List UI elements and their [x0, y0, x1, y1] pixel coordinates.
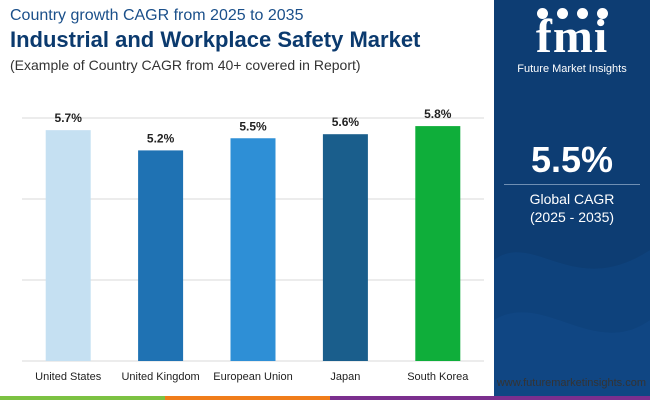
data-label: 5.7%	[55, 111, 83, 125]
data-label: 5.5%	[239, 119, 267, 133]
bar	[138, 150, 184, 361]
logo-text: Future Market Insights	[517, 63, 627, 75]
fmi-logo: fmi Future Market Insights	[494, 4, 650, 76]
x-tick-label: United States	[35, 371, 102, 383]
data-label: 5.8%	[424, 107, 452, 121]
data-label: 5.6%	[332, 115, 360, 129]
global-cagr-range: (2025 - 2035)	[529, 209, 615, 225]
bar	[230, 138, 276, 361]
bar	[45, 130, 91, 361]
bar	[415, 126, 461, 361]
data-label: 5.2%	[147, 131, 175, 145]
x-tick-label: United Kingdom	[121, 371, 199, 383]
bottom-bar-green	[0, 396, 165, 400]
bar	[322, 134, 368, 361]
logo-dot-icon	[537, 8, 548, 19]
bottom-bar-orange	[165, 396, 330, 400]
logo-dot-icon	[577, 8, 588, 19]
website-link[interactable]: www.futuremarketinsights.com	[496, 377, 646, 389]
logo-dot-icon	[597, 8, 608, 19]
x-tick-label: South Korea	[407, 371, 469, 383]
x-tick-label: European Union	[213, 371, 293, 383]
logo-dot-icon	[557, 8, 568, 19]
chart-header: Country growth CAGR from 2025 to 2035 In…	[10, 6, 490, 75]
chart-kicker: Country growth CAGR from 2025 to 2035	[10, 7, 304, 24]
chart-title: Industrial and Workplace Safety Market	[10, 27, 421, 52]
bottom-bar-purple	[330, 396, 650, 400]
bottom-color-bar	[0, 396, 650, 400]
bar-chart: 5.7% United States 5.2% United Kingdom 5.5% E…	[22, 107, 484, 383]
global-cagr-value: 5.5%	[530, 139, 614, 180]
logo-mark: fmi	[535, 10, 609, 63]
chart-subtitle: (Example of Country CAGR from 40+ covere…	[10, 57, 361, 73]
summary-panel: fmi Future Market Insights 5.5% Global C…	[494, 0, 650, 400]
stat-divider	[504, 184, 640, 185]
logo-icons	[532, 6, 622, 20]
panel-wave-decoration	[494, 250, 650, 400]
x-tick-label: Japan	[330, 371, 360, 383]
global-cagr-label: Global CAGR	[529, 191, 615, 207]
